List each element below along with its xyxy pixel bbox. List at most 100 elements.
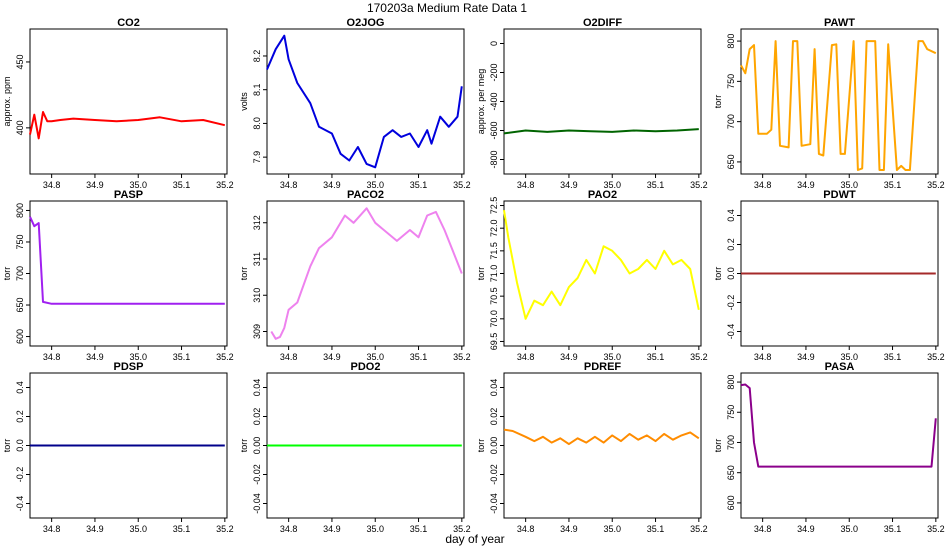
y-tick-label: 0.2 bbox=[726, 238, 736, 251]
panel-pasp: PASP 34.8 34.9 35.0 35.1 35.2 600 650 700 750 800 t… bbox=[2, 189, 234, 362]
x-tick-label: 35.2 bbox=[453, 352, 471, 362]
x-tick-label: 34.8 bbox=[43, 180, 61, 190]
panel-paco2: PACO2 34.8 34.9 35.0 35.1 35.2 309 310 311 312 tor… bbox=[239, 189, 471, 362]
x-tick-label: 35.1 bbox=[173, 180, 191, 190]
plot-frame bbox=[740, 372, 939, 519]
y-axis-label: torr bbox=[713, 439, 723, 453]
x-tick-label: 35.1 bbox=[173, 352, 191, 362]
x-tick-label: 34.8 bbox=[754, 524, 772, 534]
panel-title: PACO2 bbox=[347, 189, 384, 201]
x-tick-label: 34.9 bbox=[560, 352, 578, 362]
x-tick-label: 34.9 bbox=[560, 524, 578, 534]
x-tick-label: 34.8 bbox=[280, 180, 298, 190]
y-tick-label: 0.04 bbox=[489, 379, 499, 397]
x-tick-label: 35.2 bbox=[927, 180, 945, 190]
x-tick-label: 35.0 bbox=[840, 352, 858, 362]
y-tick-label: 800 bbox=[15, 203, 25, 218]
panel-title: PAO2 bbox=[588, 189, 617, 201]
x-tick-label: 35.1 bbox=[884, 180, 902, 190]
y-tick-label: -200 bbox=[489, 63, 499, 81]
x-tick-label: 34.9 bbox=[323, 352, 341, 362]
panel-pao2: PAO2 34.8 34.9 35.0 35.1 35.2 69.5 70.0 70.5 71.0… bbox=[476, 189, 708, 362]
x-tick-label: 35.2 bbox=[927, 352, 945, 362]
y-axis-label: volts bbox=[239, 92, 249, 111]
y-tick-label: 650 bbox=[726, 465, 736, 480]
x-tick-label: 35.1 bbox=[647, 352, 665, 362]
y-tick-label: -0.04 bbox=[252, 493, 262, 514]
x-tick-label: 35.2 bbox=[216, 352, 234, 362]
x-tick-label: 34.9 bbox=[323, 180, 341, 190]
panel-pdwt: PDWT 34.8 34.9 35.0 35.1 35.2 -0.4 -0.2 0.0 0.2 0.… bbox=[713, 189, 945, 362]
plot-frame bbox=[503, 200, 702, 347]
plot-frame bbox=[29, 28, 228, 175]
x-tick-label: 35.2 bbox=[216, 524, 234, 534]
panel-title: PASA bbox=[825, 361, 855, 373]
y-tick-label: 71.0 bbox=[489, 265, 499, 283]
y-tick-label: 650 bbox=[15, 298, 25, 313]
y-axis-label: torr bbox=[713, 95, 723, 109]
y-tick-label: 71.5 bbox=[489, 242, 499, 260]
x-tick-label: 35.0 bbox=[840, 524, 858, 534]
y-tick-label: 0.4 bbox=[15, 381, 25, 394]
x-tick-label: 34.8 bbox=[517, 352, 535, 362]
x-tick-label: 35.1 bbox=[884, 352, 902, 362]
y-tick-label: 70.0 bbox=[489, 310, 499, 328]
x-tick-label: 35.1 bbox=[884, 524, 902, 534]
x-tick-label: 35.0 bbox=[603, 180, 621, 190]
x-tick-label: 35.0 bbox=[366, 352, 384, 362]
y-tick-label: -0.04 bbox=[489, 493, 499, 514]
y-tick-label: 309 bbox=[252, 324, 262, 339]
y-tick-label: 8.1 bbox=[252, 83, 262, 96]
y-tick-label: 0.02 bbox=[252, 408, 262, 426]
x-tick-label: 34.9 bbox=[86, 524, 104, 534]
panel-title: PDSP bbox=[114, 361, 144, 373]
y-axis-label: torr bbox=[476, 267, 486, 281]
y-tick-label: 750 bbox=[15, 234, 25, 249]
y-axis-label: approx. per meg bbox=[476, 69, 486, 135]
panel-pdref: PDREF 34.8 34.9 35.0 35.1 35.2 -0.04 -0.02 0.00 0… bbox=[476, 361, 708, 534]
series-line bbox=[503, 128, 699, 135]
x-tick-label: 35.2 bbox=[216, 180, 234, 190]
x-tick-label: 35.2 bbox=[927, 524, 945, 534]
plot-frame bbox=[740, 28, 939, 175]
plot-frame bbox=[266, 200, 465, 347]
x-tick-label: 35.2 bbox=[453, 180, 471, 190]
x-tick-label: 34.8 bbox=[754, 352, 772, 362]
plot-frame bbox=[29, 200, 228, 347]
y-tick-label: 450 bbox=[15, 54, 25, 69]
x-tick-label: 35.1 bbox=[410, 352, 428, 362]
y-tick-label: 400 bbox=[15, 120, 25, 135]
y-tick-label: -600 bbox=[489, 121, 499, 139]
y-tick-label: -0.02 bbox=[489, 464, 499, 485]
y-tick-label: -0.4 bbox=[15, 496, 25, 512]
series-line bbox=[270, 207, 463, 340]
series-line bbox=[740, 383, 937, 468]
y-tick-label: 600 bbox=[726, 495, 736, 510]
y-tick-label: 700 bbox=[15, 266, 25, 281]
y-tick-label: -0.2 bbox=[726, 295, 736, 311]
plot-frame bbox=[266, 28, 465, 175]
x-tick-label: 35.2 bbox=[690, 352, 708, 362]
y-tick-label: 0.00 bbox=[489, 437, 499, 455]
x-tick-label: 34.9 bbox=[797, 180, 815, 190]
plot-frame bbox=[503, 372, 702, 519]
y-tick-label: -800 bbox=[489, 150, 499, 168]
panel-title: PAWT bbox=[824, 17, 855, 29]
panel-pdo2: PDO2 34.8 34.9 35.0 35.1 35.2 -0.04 -0.02 0.00 0.… bbox=[239, 361, 471, 534]
x-tick-label: 35.1 bbox=[647, 524, 665, 534]
figure-title: 170203a Medium Rate Data 1 bbox=[367, 1, 527, 15]
y-tick-label: 700 bbox=[726, 435, 736, 450]
x-axis-label: day of year bbox=[445, 532, 504, 546]
panel-title: CO2 bbox=[117, 17, 140, 29]
y-tick-label: 311 bbox=[252, 252, 262, 266]
y-tick-label: 69.5 bbox=[489, 333, 499, 351]
plot-frame bbox=[503, 28, 702, 175]
y-tick-label: 800 bbox=[726, 34, 736, 49]
y-tick-label: 0 bbox=[489, 41, 499, 46]
series-line bbox=[266, 34, 463, 169]
x-tick-label: 35.0 bbox=[840, 180, 858, 190]
y-tick-label: -0.4 bbox=[726, 324, 736, 340]
y-tick-label: 72.5 bbox=[489, 197, 499, 215]
